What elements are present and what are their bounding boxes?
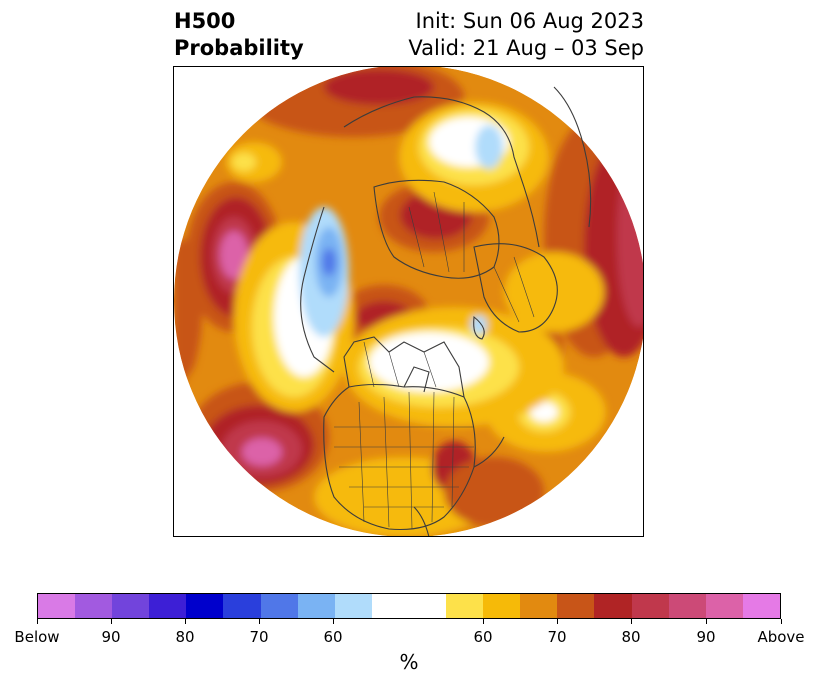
colorbar-tickmark: [631, 619, 632, 624]
title-init: Init: Sun 06 Aug 2023: [415, 9, 644, 33]
title-variable: H500: [174, 9, 236, 33]
colorbar-segment: [557, 594, 595, 618]
colorbar-segment: [334, 594, 372, 618]
colorbar-segment: [260, 594, 298, 618]
colorbar-segment: [742, 594, 780, 618]
borders: [334, 191, 535, 530]
title-valid: Valid: 21 Aug – 03 Sep: [408, 36, 644, 60]
colorbar-segment: [297, 594, 335, 618]
colorbar-tickmark: [37, 619, 38, 624]
colorbar-tick-label: 80: [175, 628, 195, 646]
colorbar-tickmark: [706, 619, 707, 624]
title-left: H500 Probability: [174, 8, 304, 62]
colorbar-segment: [446, 594, 484, 618]
colorbar-tick-label: 90: [101, 628, 121, 646]
title-right: Init: Sun 06 Aug 2023 Valid: 21 Aug – 03…: [408, 8, 644, 62]
colorbar-segment: [75, 594, 113, 618]
colorbar-tick-label: 90: [696, 628, 716, 646]
colorbar-segment: [594, 594, 632, 618]
title-type: Probability: [174, 36, 304, 60]
colorbar-tickmark: [111, 619, 112, 624]
colorbar-segment: [520, 594, 558, 618]
map-disk: [174, 67, 643, 536]
colorbar-tick-label: 60: [323, 628, 343, 646]
colorbar-segment: [705, 594, 743, 618]
map-frame: [173, 66, 644, 537]
colorbar-tickmark: [259, 619, 260, 624]
colorbar-tickmark: [333, 619, 334, 624]
colorbar-segment: [186, 594, 224, 618]
colorbar-segment: [149, 594, 187, 618]
colorbar: [37, 593, 781, 619]
colorbar-tickmark: [483, 619, 484, 624]
colorbar-tickmark: [185, 619, 186, 624]
colorbar-unit: %: [399, 650, 419, 674]
colorbar-segment: [223, 594, 261, 618]
colorbar-segment: [668, 594, 706, 618]
colorbar-segment: [631, 594, 669, 618]
colorbar-tickmark: [781, 619, 782, 624]
colorbar-tick-label: Below: [14, 628, 60, 646]
colorbar-tick-label: 70: [547, 628, 567, 646]
colorbar-segment: [112, 594, 150, 618]
colorbar-tick-label: 70: [249, 628, 269, 646]
colorbar-segment: [38, 594, 76, 618]
colorbar-tick-label: 60: [473, 628, 493, 646]
colorbar-tickmark: [557, 619, 558, 624]
colorbar-segment: [371, 594, 447, 618]
colorbar-tick-label: Above: [757, 628, 805, 646]
colorbar-tick-label: 80: [621, 628, 641, 646]
probability-map: [174, 67, 643, 536]
colorbar-segment: [483, 594, 521, 618]
